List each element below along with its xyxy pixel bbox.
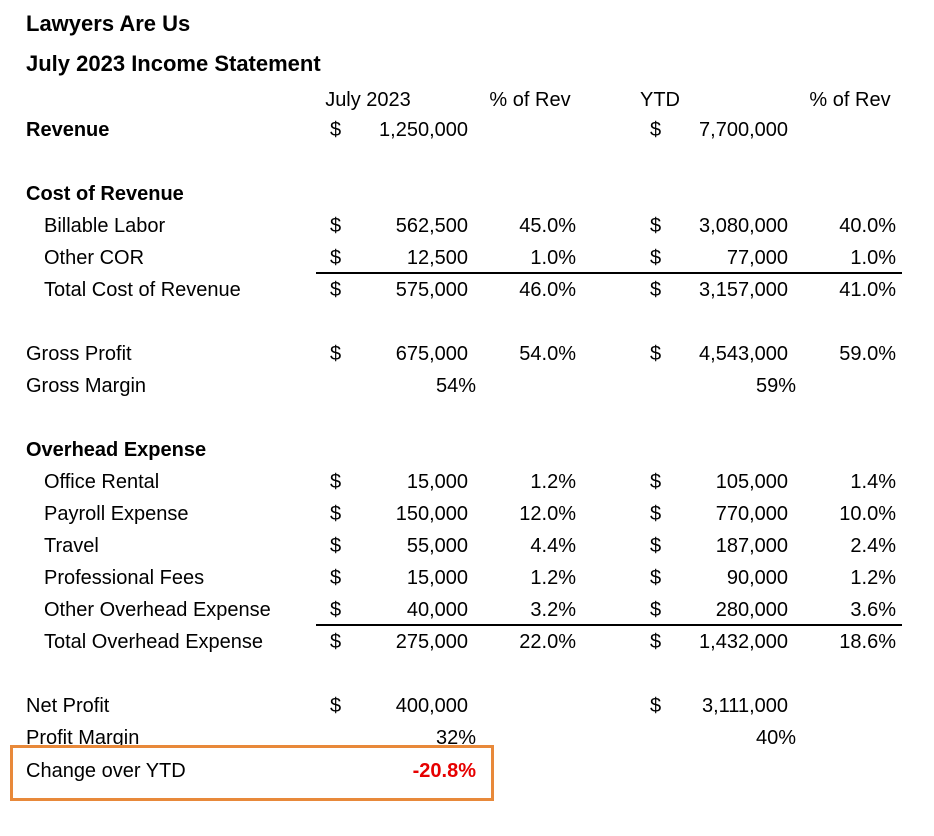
- ytd-pct: 3.6%: [850, 599, 896, 621]
- row-label: Total Cost of Revenue: [44, 279, 241, 301]
- ytd-pct: 10.0%: [839, 503, 896, 525]
- currency-symbol: $: [330, 279, 342, 301]
- month-pct: 1.2%: [530, 567, 576, 589]
- currency-symbol: $: [330, 215, 342, 237]
- row-label: Change over YTD: [26, 760, 186, 782]
- row-label: Total Overhead Expense: [44, 631, 264, 653]
- month-value: 12,500: [406, 247, 468, 269]
- col-header-month: July 2023: [325, 89, 411, 111]
- month-pct: 46.0%: [519, 279, 576, 301]
- row-label: Travel: [44, 535, 99, 557]
- ytd-value: 3,157,000: [699, 279, 788, 301]
- month-value: 55,000: [406, 535, 468, 557]
- ytd-value: 4,543,000: [699, 343, 788, 365]
- currency-symbol: $: [650, 247, 662, 269]
- currency-symbol: $: [330, 631, 342, 653]
- row-label: Professional Fees: [44, 567, 205, 589]
- ytd-value: 59%: [755, 375, 796, 397]
- row-label: Revenue: [26, 119, 110, 141]
- row-label: Other COR: [44, 247, 145, 269]
- currency-symbol: $: [330, 247, 342, 269]
- ytd-value: 280,000: [715, 599, 788, 621]
- currency-symbol: $: [650, 215, 662, 237]
- month-value: 15,000: [406, 471, 468, 493]
- row-label: Gross Margin: [26, 375, 147, 397]
- ytd-pct: 40.0%: [839, 215, 896, 237]
- month-pct: 1.2%: [530, 471, 576, 493]
- currency-symbol: $: [330, 119, 342, 141]
- ytd-pct: 18.6%: [839, 631, 896, 653]
- currency-symbol: $: [650, 535, 662, 557]
- ytd-pct: 41.0%: [839, 279, 896, 301]
- currency-symbol: $: [330, 535, 342, 557]
- currency-symbol: $: [650, 503, 662, 525]
- currency-symbol: $: [650, 695, 662, 717]
- row-label: Gross Profit: [26, 343, 132, 365]
- month-pct: 3.2%: [530, 599, 576, 621]
- month-value: 275,000: [395, 631, 468, 653]
- month-value: 675,000: [395, 343, 468, 365]
- statement-title: July 2023 Income Statement: [26, 51, 321, 76]
- row-label: Billable Labor: [44, 215, 166, 237]
- currency-symbol: $: [330, 567, 342, 589]
- section-heading-cost-of-revenue: Cost of Revenue: [26, 183, 184, 205]
- month-pct: 4.4%: [530, 535, 576, 557]
- ytd-value: 770,000: [715, 503, 788, 525]
- subtotal-rule-cor: [316, 272, 902, 274]
- col-header-month-pct: % of Rev: [489, 89, 571, 111]
- month-value: 150,000: [395, 503, 468, 525]
- ytd-pct: 59.0%: [839, 343, 896, 365]
- currency-symbol: $: [330, 599, 342, 621]
- ytd-value: 40%: [755, 727, 796, 749]
- month-pct: 12.0%: [519, 503, 576, 525]
- row-label: Office Rental: [44, 471, 160, 493]
- currency-symbol: $: [650, 599, 662, 621]
- ytd-pct: 1.0%: [850, 247, 896, 269]
- currency-symbol: $: [330, 503, 342, 525]
- month-pct: 45.0%: [519, 215, 576, 237]
- ytd-value: 1,432,000: [699, 631, 788, 653]
- section-heading-overhead: Overhead Expense: [26, 439, 207, 461]
- currency-symbol: $: [650, 631, 662, 653]
- col-header-ytd-pct: % of Rev: [809, 89, 891, 111]
- currency-symbol: $: [650, 343, 662, 365]
- ytd-value: 7,700,000: [699, 119, 788, 141]
- ytd-pct: 1.2%: [850, 567, 896, 589]
- company-name: Lawyers Are Us: [26, 11, 191, 36]
- currency-symbol: $: [650, 567, 662, 589]
- ytd-value: 3,111,000: [701, 695, 788, 717]
- month-value: 400,000: [395, 695, 468, 717]
- ytd-value: 105,000: [715, 471, 788, 493]
- month-value: 15,000: [406, 567, 468, 589]
- month-value: 32%: [435, 727, 476, 749]
- month-pct: 54.0%: [519, 343, 576, 365]
- subtotal-rule-overhead: [316, 624, 902, 626]
- currency-symbol: $: [330, 695, 342, 717]
- month-value: 54%: [435, 375, 476, 397]
- ytd-pct: 2.4%: [850, 535, 896, 557]
- month-pct: 22.0%: [519, 631, 576, 653]
- change-over-ytd-value: -20.8%: [412, 760, 476, 782]
- month-value: 1,250,000: [379, 119, 468, 141]
- currency-symbol: $: [330, 343, 342, 365]
- ytd-value: 77,000: [726, 247, 788, 269]
- ytd-value: 3,080,000: [699, 215, 788, 237]
- month-value: 575,000: [395, 279, 468, 301]
- month-value: 562,500: [395, 215, 468, 237]
- ytd-value: 187,000: [715, 535, 788, 557]
- currency-symbol: $: [650, 279, 662, 301]
- month-pct: 1.0%: [530, 247, 576, 269]
- currency-symbol: $: [650, 471, 662, 493]
- currency-symbol: $: [330, 471, 342, 493]
- col-header-ytd: YTD: [640, 89, 680, 111]
- row-label: Other Overhead Expense: [44, 599, 271, 621]
- ytd-pct: 1.4%: [850, 471, 896, 493]
- row-label: Payroll Expense: [44, 503, 189, 525]
- currency-symbol: $: [650, 119, 662, 141]
- row-label: Net Profit: [26, 695, 110, 717]
- row-label: Profit Margin: [26, 727, 140, 749]
- highlight-box: [10, 745, 494, 801]
- ytd-value: 90,000: [726, 567, 788, 589]
- month-value: 40,000: [406, 599, 468, 621]
